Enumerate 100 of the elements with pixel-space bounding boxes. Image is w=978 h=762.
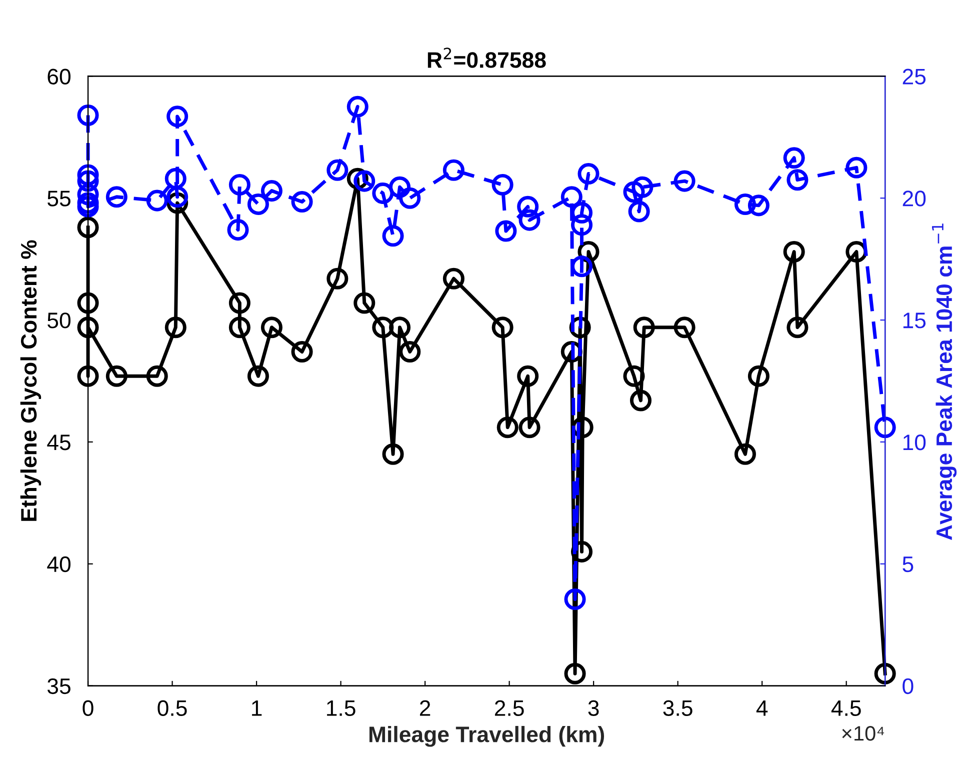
x-tick-label: 0.5 bbox=[158, 700, 187, 716]
point bbox=[260, 316, 282, 338]
point bbox=[874, 416, 896, 438]
point bbox=[164, 168, 186, 190]
point bbox=[748, 194, 770, 216]
x-tick-label: 4.5 bbox=[831, 700, 861, 716]
point bbox=[77, 292, 99, 314]
x-tick-label: 3 bbox=[588, 700, 599, 716]
point bbox=[571, 214, 593, 236]
point bbox=[517, 196, 539, 218]
point bbox=[578, 162, 600, 184]
point bbox=[372, 316, 394, 338]
y-axis-title: Ethylene Glycol Content % bbox=[20, 240, 42, 521]
point bbox=[247, 365, 269, 387]
point bbox=[389, 176, 411, 198]
point bbox=[846, 156, 868, 178]
point bbox=[492, 174, 514, 196]
point bbox=[399, 340, 421, 362]
y2-tick-label: 5 bbox=[902, 556, 914, 572]
point bbox=[564, 588, 586, 610]
point bbox=[517, 365, 539, 387]
point bbox=[77, 365, 99, 387]
point bbox=[560, 186, 582, 208]
x-axis-title: Mileage Travelled (km) bbox=[369, 726, 604, 747]
point bbox=[674, 316, 696, 338]
y-tick-label: 40 bbox=[47, 556, 70, 572]
x-tick-label: 4 bbox=[756, 700, 768, 716]
point bbox=[748, 365, 770, 387]
point bbox=[354, 170, 376, 192]
point bbox=[166, 106, 188, 128]
point bbox=[496, 416, 518, 438]
point bbox=[77, 196, 99, 218]
x-tick-label: 2 bbox=[420, 700, 430, 716]
point bbox=[228, 316, 250, 338]
point bbox=[518, 416, 540, 438]
y-tick-label: 60 bbox=[48, 68, 70, 84]
point bbox=[227, 219, 249, 241]
x-tick-label: 2.5 bbox=[494, 700, 524, 716]
point bbox=[623, 181, 645, 203]
x-tick-label: 1 bbox=[252, 700, 262, 716]
point bbox=[326, 159, 348, 181]
point bbox=[77, 184, 99, 206]
point bbox=[106, 186, 128, 208]
point bbox=[630, 390, 652, 412]
text: ×10⁴ bbox=[842, 726, 884, 741]
y2-tick-label: 10 bbox=[903, 434, 926, 450]
x-tick-label: 0 bbox=[82, 700, 94, 716]
point bbox=[247, 193, 269, 215]
point bbox=[77, 216, 99, 238]
point bbox=[228, 174, 250, 196]
point bbox=[164, 316, 186, 338]
y-tick-label: 45 bbox=[47, 434, 70, 450]
point bbox=[442, 268, 464, 290]
point bbox=[623, 365, 645, 387]
point bbox=[77, 170, 99, 192]
point bbox=[518, 209, 540, 231]
point bbox=[786, 316, 808, 338]
point bbox=[442, 159, 464, 181]
x-tick-label: 1.5 bbox=[327, 700, 356, 716]
point bbox=[734, 193, 756, 215]
point bbox=[382, 443, 404, 465]
point bbox=[77, 316, 99, 338]
point bbox=[166, 186, 188, 208]
y-tick-label: 35 bbox=[47, 678, 70, 694]
y2-tick-label: 25 bbox=[902, 68, 926, 84]
point bbox=[382, 225, 404, 247]
point bbox=[354, 292, 376, 314]
chart-title: R$^{2}$=0.87588 bbox=[428, 48, 546, 68]
point bbox=[77, 192, 99, 214]
y2-tick-label: 15 bbox=[903, 312, 926, 328]
point bbox=[77, 104, 99, 126]
point bbox=[783, 147, 805, 169]
point bbox=[260, 180, 282, 202]
point bbox=[786, 169, 808, 191]
point bbox=[146, 365, 168, 387]
point bbox=[783, 241, 805, 263]
y2-tick-label: 0 bbox=[902, 678, 914, 694]
x-tick-label: 3.5 bbox=[663, 700, 692, 716]
point bbox=[632, 176, 654, 198]
point bbox=[495, 220, 517, 242]
point bbox=[372, 182, 394, 204]
point bbox=[106, 365, 128, 387]
y-tick-label: 55 bbox=[48, 190, 70, 206]
point bbox=[326, 268, 348, 290]
point bbox=[389, 316, 411, 338]
y2-tick-label: 20 bbox=[902, 190, 926, 206]
point bbox=[674, 170, 696, 192]
point bbox=[564, 662, 586, 684]
point bbox=[633, 316, 655, 338]
point bbox=[146, 190, 168, 212]
point bbox=[399, 187, 421, 209]
point bbox=[77, 164, 99, 186]
y-tick-label: 50 bbox=[48, 312, 70, 328]
point bbox=[291, 340, 313, 362]
point bbox=[734, 443, 756, 465]
point bbox=[571, 202, 593, 224]
point bbox=[874, 662, 896, 684]
point bbox=[492, 316, 514, 338]
point bbox=[628, 200, 650, 222]
point bbox=[228, 292, 250, 314]
